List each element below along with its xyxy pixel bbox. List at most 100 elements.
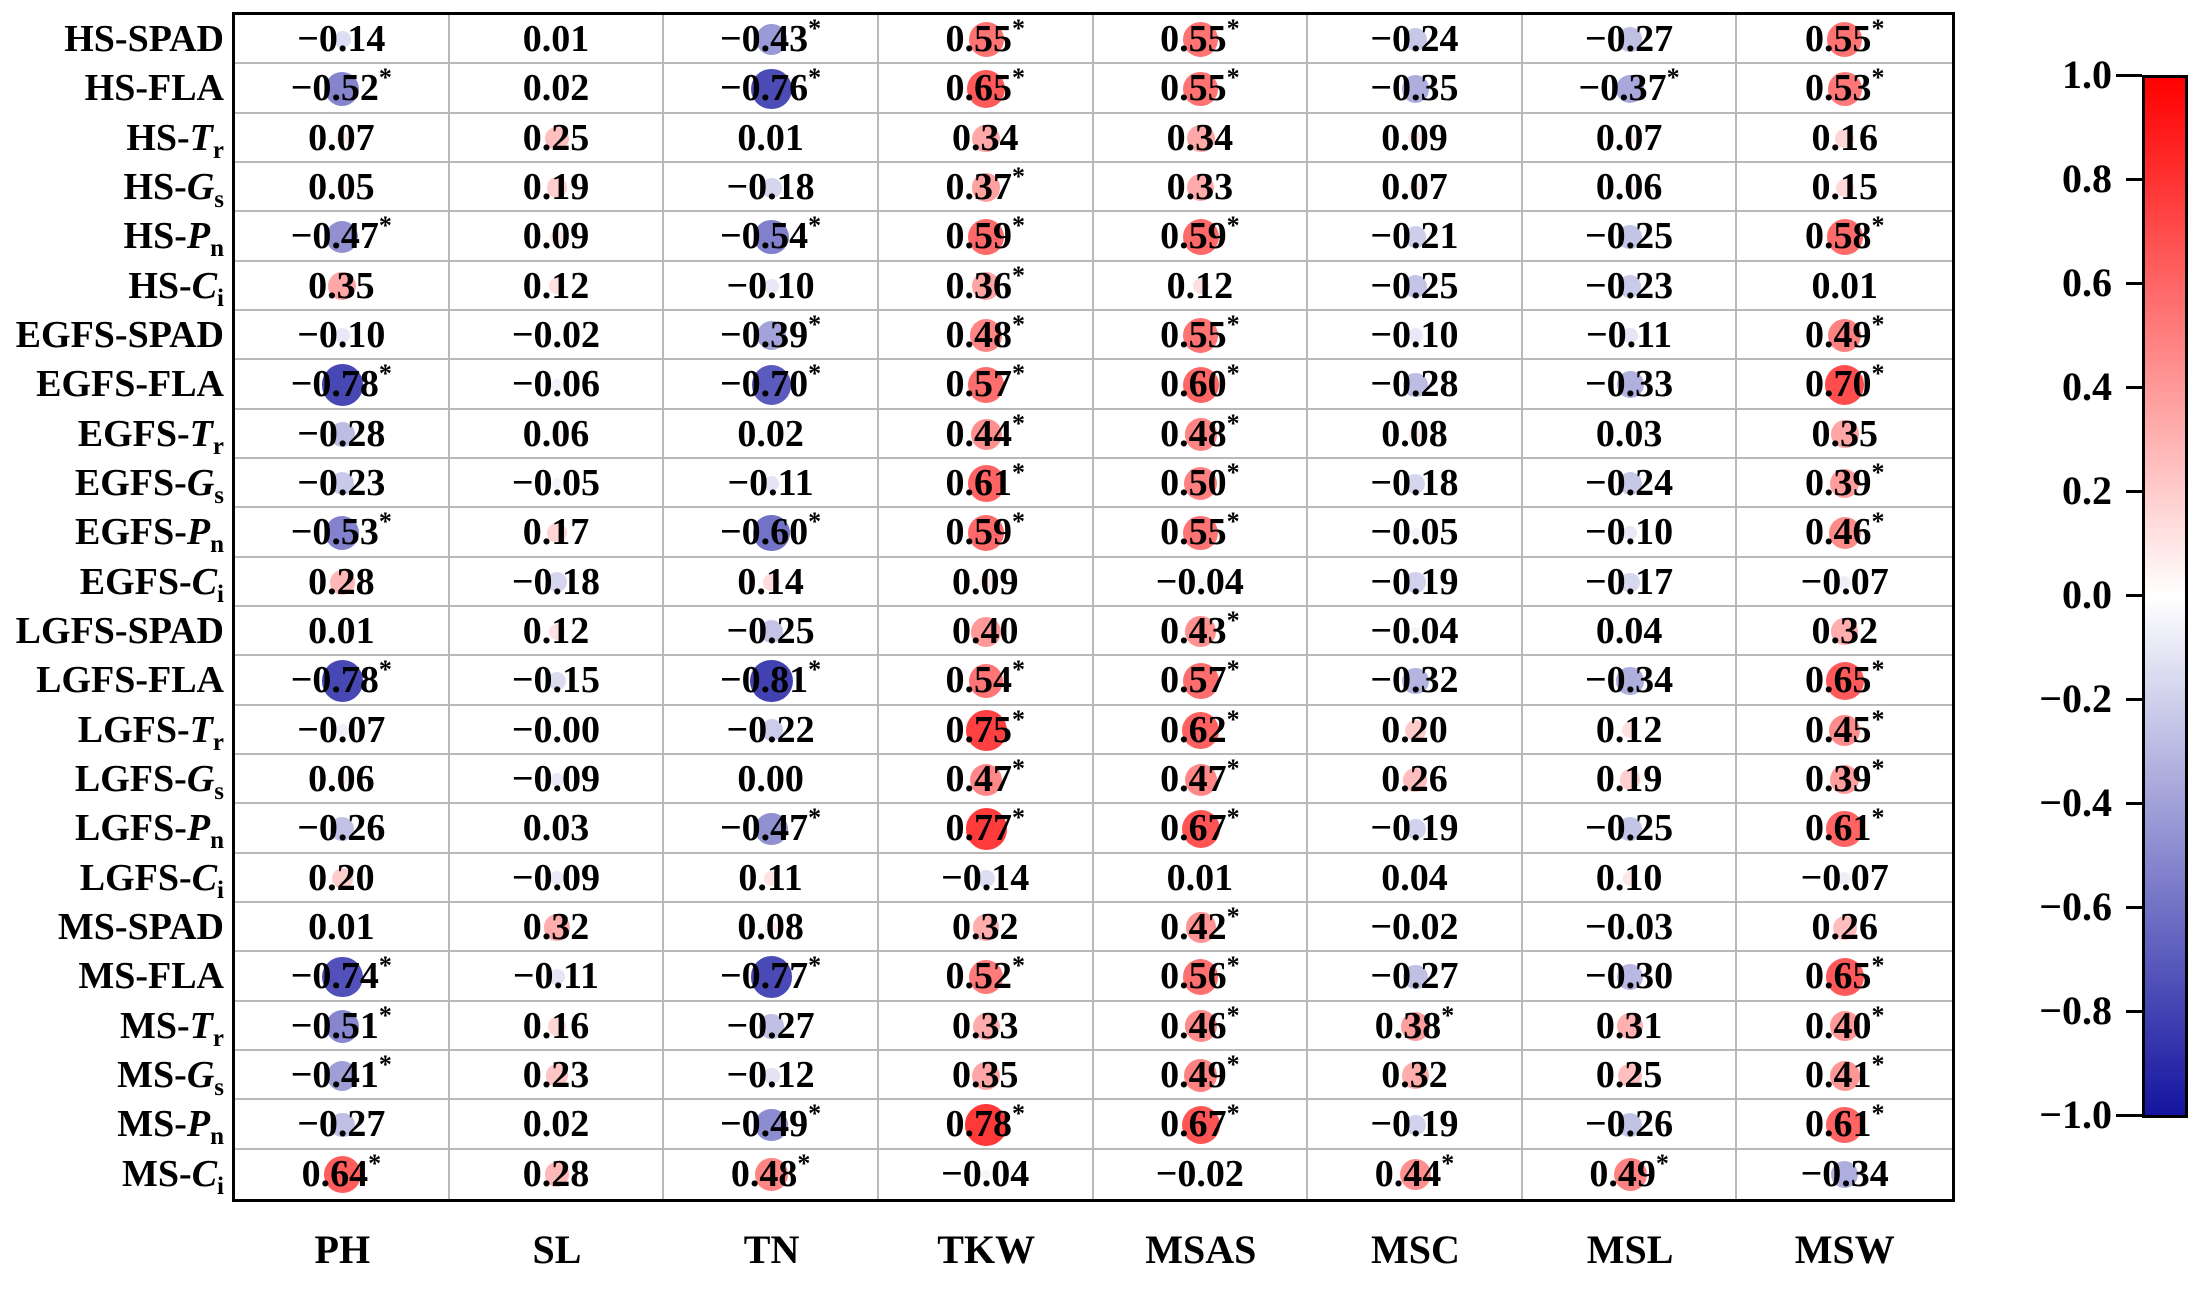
correlation-bubble bbox=[756, 320, 787, 351]
correlation-value: 0.08 bbox=[1381, 412, 1448, 455]
matrix-cell: 0.25 bbox=[449, 113, 665, 163]
correlation-bubble bbox=[759, 1014, 784, 1039]
matrix-cell: 0.03 bbox=[1522, 409, 1738, 459]
matrix-cell: 0.12 bbox=[1522, 705, 1738, 755]
matrix-cell: 0.26 bbox=[1308, 755, 1523, 805]
significance-asterisk: * bbox=[808, 310, 822, 339]
significance-asterisk: * bbox=[1226, 359, 1240, 389]
matrix-cell: 0.49* bbox=[1093, 1051, 1309, 1101]
column-label: PH bbox=[314, 1227, 371, 1272]
significance-asterisk: * bbox=[808, 14, 822, 43]
correlation-bubble bbox=[1622, 525, 1638, 541]
matrix-cell: 0.48* bbox=[878, 310, 1094, 361]
matrix-cell: −0.74* bbox=[235, 951, 450, 1002]
matrix-cell: −0.78* bbox=[235, 656, 450, 706]
correlation-value: 0.11 bbox=[738, 856, 803, 899]
significance-asterisk: * bbox=[378, 951, 392, 981]
correlation-bubble bbox=[1184, 1010, 1217, 1043]
correlation-value: 0.56* bbox=[1160, 951, 1240, 998]
correlation-value: −0.70* bbox=[719, 359, 822, 406]
significance-asterisk: * bbox=[1011, 359, 1025, 389]
correlation-bubble bbox=[1187, 174, 1215, 202]
correlation-bubble bbox=[1181, 809, 1221, 849]
correlation-value: −0.12 bbox=[726, 1054, 815, 1096]
significance-asterisk: * bbox=[1226, 458, 1240, 487]
matrix-cell: 0.56* bbox=[1093, 951, 1309, 1002]
correlation-bubble bbox=[762, 573, 781, 592]
correlation-bubble bbox=[334, 328, 350, 344]
row-label: MS-SPAD bbox=[57, 906, 224, 948]
correlation-bubble bbox=[333, 30, 352, 49]
correlation-bubble bbox=[1616, 1013, 1644, 1040]
matrix-cell: 0.35 bbox=[878, 1051, 1094, 1101]
correlation-value: −0.11 bbox=[727, 462, 814, 504]
matrix-cell: −0.04 bbox=[1308, 607, 1523, 657]
matrix-cell: −0.25 bbox=[664, 607, 879, 657]
correlation-value: 0.07 bbox=[1595, 116, 1663, 159]
correlation-bubble bbox=[1830, 1160, 1859, 1188]
correlation-bubble bbox=[1410, 626, 1421, 637]
correlation-bubble bbox=[968, 367, 1004, 403]
matrix-cell: 0.55* bbox=[1737, 15, 1952, 65]
significance-asterisk: * bbox=[1011, 458, 1025, 487]
correlation-value: 0.02 bbox=[522, 67, 590, 110]
correlation-value: −0.41* bbox=[290, 1050, 392, 1097]
correlation-value: 0.34 bbox=[951, 116, 1019, 159]
matrix-cell: 0.32 bbox=[878, 903, 1094, 953]
matrix-cell: 0.37* bbox=[878, 163, 1094, 213]
correlation-value: 0.25 bbox=[1595, 1054, 1663, 1096]
correlation-bubble bbox=[751, 365, 792, 405]
correlation-bubble bbox=[965, 1104, 1007, 1146]
matrix-cell: −0.25 bbox=[1522, 212, 1738, 262]
correlation-value: −0.27 bbox=[1584, 18, 1674, 60]
correlation-value: 0.33 bbox=[951, 1004, 1019, 1047]
correlation-value: 0.12 bbox=[1166, 264, 1234, 307]
correlation-value: 0.58* bbox=[1804, 211, 1885, 258]
significance-asterisk: * bbox=[1226, 951, 1240, 981]
correlation-bubble bbox=[1410, 873, 1421, 883]
correlation-value: 0.43* bbox=[1160, 606, 1240, 653]
matrix-cell: −0.25 bbox=[1522, 804, 1738, 854]
correlation-bubble bbox=[1625, 626, 1635, 637]
matrix-cell: 0.62* bbox=[1093, 705, 1309, 755]
correlation-bubble bbox=[1187, 124, 1215, 152]
correlation-bubble bbox=[1184, 763, 1217, 796]
significance-asterisk: * bbox=[1226, 310, 1240, 339]
correlation-value: −0.25 bbox=[726, 610, 815, 652]
matrix-cell: −0.11 bbox=[664, 459, 879, 509]
significance-asterisk: * bbox=[1011, 14, 1025, 43]
correlation-value: 0.12 bbox=[522, 610, 590, 652]
matrix-cell: −0.47* bbox=[235, 212, 450, 262]
correlation-bubble bbox=[549, 969, 565, 985]
correlation-value: 0.65* bbox=[1804, 951, 1885, 998]
matrix-cell: 0.55* bbox=[1093, 15, 1309, 65]
correlation-bubble bbox=[1183, 22, 1219, 58]
colorbar-tick bbox=[2126, 905, 2142, 909]
correlation-value: 0.02 bbox=[522, 1103, 590, 1146]
matrix-cell: 0.65* bbox=[1737, 656, 1952, 706]
correlation-value: 0.35 bbox=[1811, 412, 1878, 455]
matrix-cell: 0.55* bbox=[1093, 64, 1309, 114]
correlation-bubble bbox=[551, 428, 563, 441]
row-label: HS-SPAD bbox=[64, 18, 224, 60]
matrix-cell: 0.34 bbox=[878, 113, 1094, 163]
correlation-bubble bbox=[754, 219, 789, 255]
matrix-cell: 0.12 bbox=[449, 261, 665, 311]
correlation-value: 0.26 bbox=[1811, 906, 1878, 948]
row-label: EGFS-Ci bbox=[79, 560, 224, 608]
correlation-value: 0.34 bbox=[1166, 116, 1234, 159]
correlation-value: 0.70* bbox=[1804, 359, 1885, 406]
correlation-value: −0.28 bbox=[1370, 363, 1459, 406]
correlation-bubble bbox=[965, 808, 1007, 850]
significance-asterisk: * bbox=[1871, 1050, 1885, 1079]
significance-asterisk: * bbox=[1226, 1099, 1240, 1129]
correlation-value: 0.12 bbox=[522, 264, 590, 307]
matrix-cell: −0.15 bbox=[449, 656, 665, 706]
significance-asterisk: * bbox=[1011, 63, 1025, 93]
significance-asterisk: * bbox=[1226, 655, 1240, 685]
correlation-value: 0.47* bbox=[945, 754, 1025, 801]
significance-asterisk: * bbox=[1011, 310, 1025, 339]
correlation-value: −0.22 bbox=[726, 708, 815, 751]
significance-asterisk: * bbox=[1871, 63, 1885, 93]
matrix-cell: 0.39* bbox=[1737, 459, 1952, 509]
